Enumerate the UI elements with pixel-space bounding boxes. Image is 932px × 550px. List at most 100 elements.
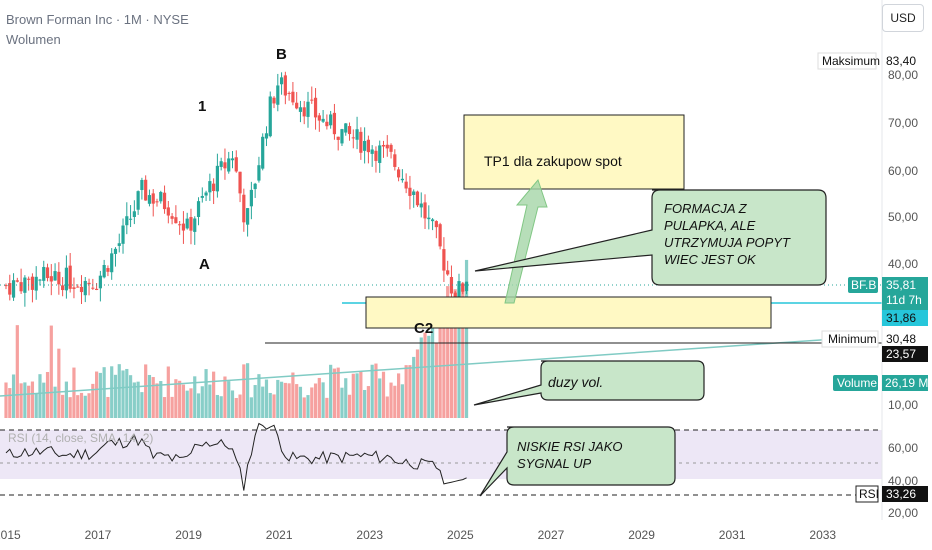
volume-bar [30,381,35,418]
volume-bar [95,371,99,418]
wave-label-c2: C2 [414,320,433,337]
candle-body [64,267,68,291]
volume-bar [140,392,144,418]
currency-button[interactable]: USD [882,4,924,32]
candle-body [27,278,31,280]
volume-bar [166,366,170,418]
volume-bar [200,386,204,418]
rsi-value: 33,26 [886,487,916,501]
candle-body [279,77,284,85]
symbol-title[interactable]: Brown Forman Inc · 1M · NYSE [6,12,189,27]
volume-bar [113,374,118,418]
candle-body [95,288,99,290]
candle-body [359,131,363,153]
volume-bar [261,386,265,418]
volume-bar [374,363,378,418]
candle-body [317,115,321,121]
countdown: 11d 7h [886,293,922,307]
candle-body [117,243,121,246]
rsi-tag-box [855,485,879,503]
volume-bar [91,383,95,418]
volume-bar [412,356,416,418]
candle-body [223,162,227,169]
max-value: 83,40 [886,54,916,68]
candle-body [461,283,465,292]
candle-body [155,201,159,203]
max-tag: Maksimum [822,54,880,68]
time-tick: 2023 [356,528,383,542]
level-2-box [882,346,928,362]
time-tick: 2015 [0,528,21,542]
candle-body [446,270,450,275]
trend-line[interactable] [0,338,836,397]
volume-bar [295,384,299,418]
level-2: 23,57 [886,347,916,361]
candle-body [238,171,242,194]
volume-bar [15,325,19,418]
price-tick: 60,00 [888,164,918,178]
volume-bar [208,384,212,418]
support-zone-box[interactable] [365,296,772,329]
volume-bar [102,367,106,418]
candle-body [227,158,231,172]
volume-bar [434,343,438,418]
volume-bar [125,368,129,418]
candle-body [204,192,208,196]
price-tick: 80,00 [888,68,918,82]
candle-body [57,271,61,285]
formacja-line-4: WIEC JEST OK [664,252,757,267]
volume-bar [147,374,152,418]
callout-rsi[interactable] [479,426,676,497]
time-axis[interactable]: 2015 2017 2019 2021 2023 2025 2027 2029 2031 2033 [0,528,836,542]
callout-formacja-text: FORMACJA Z PULAPKA, ALE UTRZYMUJA POPYT … [664,201,794,267]
volume-bar [219,396,223,418]
volume-bar [336,367,340,418]
volume-bar [110,366,114,418]
volume-bar [57,348,61,418]
candle-body [298,107,303,112]
volume-bar [298,386,303,418]
tp-arrow[interactable] [504,178,548,304]
candle-body [347,126,352,135]
candle-body [246,208,250,225]
ticker-tag: BF.B [851,278,876,292]
tp1-box[interactable] [463,114,685,190]
candle-body [68,265,72,289]
volume-bar [378,378,382,418]
volume-bar [419,337,423,418]
volume-bar [253,385,257,418]
volume-bar [189,388,193,418]
time-tick: 2031 [719,528,746,542]
candle-body [234,157,238,172]
volume-bar [34,393,38,418]
candle-body [11,280,16,298]
candle-body [98,275,102,289]
volume-bar [246,363,250,418]
volume-bar [204,369,208,418]
rsi-tick: 60,00 [888,441,918,455]
callout-rsi-text: NISKIE RSI JAKO SYGNAL UP [517,439,626,471]
volume-bar [79,392,84,418]
candle-body [427,217,431,220]
candle-body [355,129,359,140]
formacja-line-3: UTRZYMUJA POPYT [664,235,791,250]
min-value: 30,48 [886,332,916,346]
callout-duzy-vol[interactable] [473,360,705,406]
volume-bar [23,382,27,418]
candle-body [412,191,416,195]
volume-bar [268,392,272,418]
volume-bars [4,259,469,418]
rsi-note-line-1: NISKIE RSI JAKO [517,439,622,454]
last-price: 35,81 [886,278,916,292]
callout-formacja[interactable] [474,189,827,286]
volume-tick: 10,00 [888,398,918,412]
candle-body [102,264,106,278]
volume-bar [355,373,359,418]
candle-body [438,224,442,247]
candle-body [457,281,461,301]
price-axis[interactable]: 80,00 70,00 60,00 50,00 40,00 10,00 60,0… [888,68,918,520]
volume-bar [397,373,401,418]
last-price-box [882,277,928,313]
volume-legend[interactable]: Wolumen [6,32,61,47]
